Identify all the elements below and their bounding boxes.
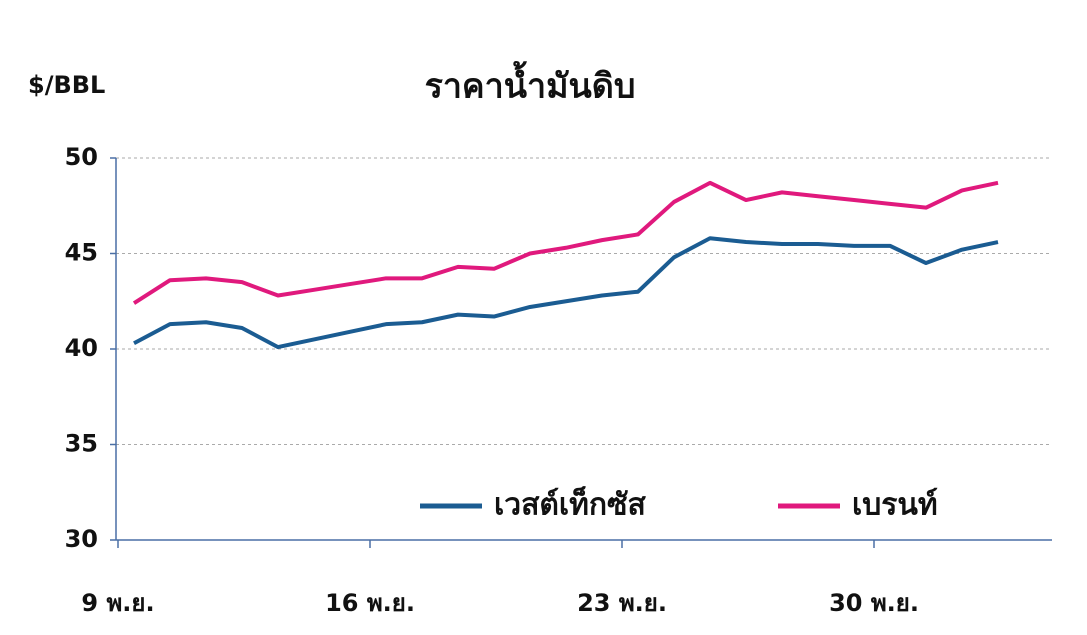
series-line	[133, 236, 999, 350]
x-tick-label: 30 พ.ย.	[829, 589, 919, 617]
x-tick-label: 16 พ.ย.	[325, 589, 415, 617]
y-tick-label: 40	[65, 334, 98, 362]
y-tick-label: 45	[65, 239, 98, 267]
x-tick-label: 23 พ.ย.	[577, 589, 667, 617]
chart-title: ราคาน้ำมันดิบ	[425, 61, 636, 107]
y-tick-label: 35	[65, 430, 98, 458]
x-tick-label: 9 พ.ย.	[81, 589, 154, 617]
y-tick-label: 30	[65, 525, 98, 553]
y-axis-label: $/BBL	[28, 71, 105, 99]
series-line	[132, 180, 999, 305]
legend-label: เบรนท์	[852, 488, 938, 523]
y-tick-label: 50	[65, 143, 98, 171]
legend-label: เวสต์เท็กซัส	[494, 486, 646, 523]
